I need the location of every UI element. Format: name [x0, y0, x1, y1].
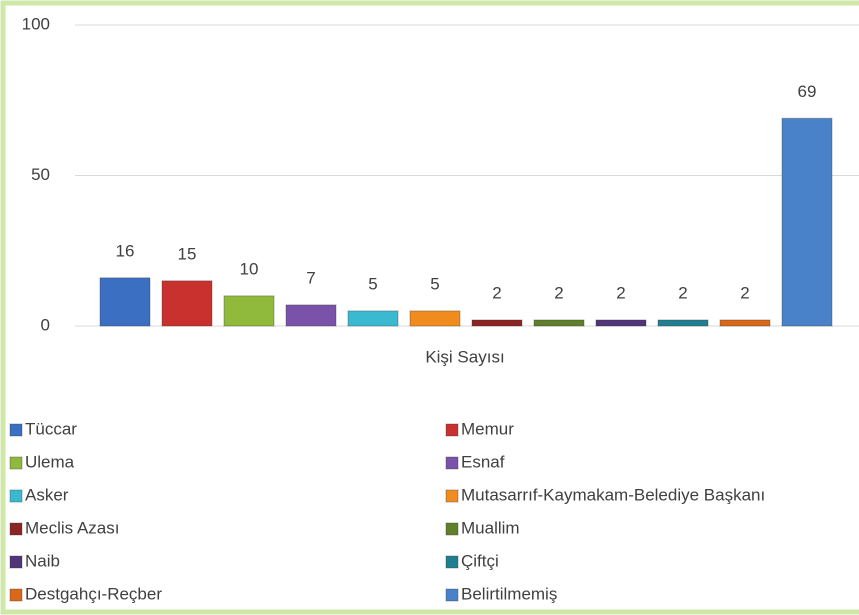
legend-label: Ulema: [25, 452, 75, 471]
legend-label: Tüccar: [25, 419, 77, 438]
legend-swatch: [9, 489, 23, 503]
legend-label: Muallim: [461, 518, 520, 537]
legend-label: Mutasarrıf-Kaymakam-Belediye Başkanı: [461, 485, 765, 504]
y-tick-label: 0: [41, 315, 50, 334]
bar: [409, 310, 461, 327]
data-label: 5: [368, 274, 377, 293]
legend-swatch: [9, 588, 23, 602]
legend-label: Memur: [461, 419, 514, 438]
legend-label: Belirtilmemiş: [461, 584, 557, 603]
bar: [595, 319, 647, 327]
legend-label: Asker: [25, 485, 69, 504]
bar: [223, 295, 275, 327]
legend-label: Destgahçı-Reçber: [25, 584, 162, 603]
legend-swatch: [445, 423, 459, 437]
legend-swatch: [9, 555, 23, 569]
bar: [347, 310, 399, 327]
legend-swatch: [445, 489, 459, 503]
data-label: 69: [798, 82, 817, 101]
bar: [99, 277, 151, 327]
data-label: 2: [554, 283, 563, 302]
legend-swatch: [445, 522, 459, 536]
bar: [657, 319, 709, 327]
legend-swatch: [445, 555, 459, 569]
legend-swatch: [445, 456, 459, 470]
data-label: 2: [616, 283, 625, 302]
data-label: 10: [240, 259, 259, 278]
bar: [161, 280, 213, 327]
legend-label: Meclis Azası: [25, 518, 119, 537]
data-label: 16: [116, 241, 135, 260]
legend-label: Çiftçi: [461, 551, 499, 570]
legend-swatch: [9, 522, 23, 536]
legend-label: Naib: [25, 551, 60, 570]
data-label: 2: [678, 283, 687, 302]
data-label: 15: [178, 244, 197, 263]
y-tick-label: 50: [31, 165, 50, 184]
data-label: 2: [492, 283, 501, 302]
bar: [471, 319, 523, 327]
x-tick-label: Kişi Sayısı: [425, 347, 504, 366]
legend-label: Esnaf: [461, 452, 505, 471]
bar: [285, 304, 337, 327]
legend-swatch: [445, 588, 459, 602]
bar: [781, 117, 833, 327]
y-tick-label: 100: [22, 14, 50, 33]
data-label: 5: [430, 274, 439, 293]
data-label: 2: [740, 283, 749, 302]
legend-swatch: [9, 456, 23, 470]
legend-swatch: [9, 423, 23, 437]
data-label: 7: [306, 268, 315, 287]
bar: [533, 319, 585, 327]
bar: [719, 319, 771, 327]
